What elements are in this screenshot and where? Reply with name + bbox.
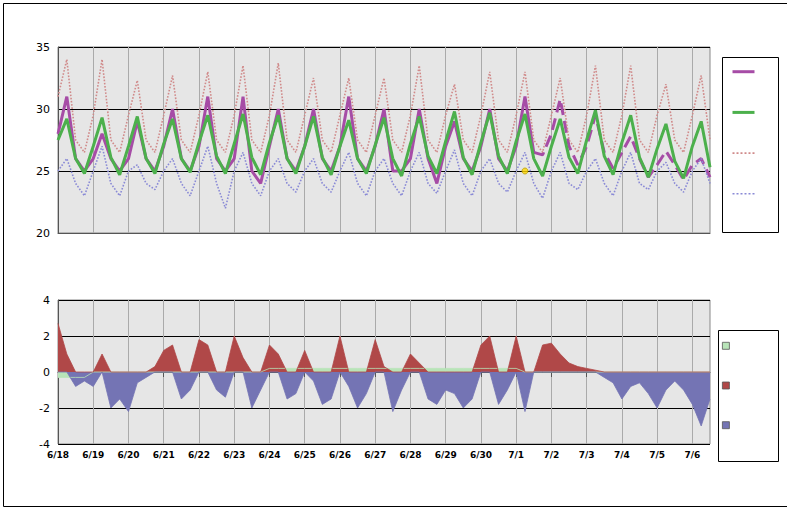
svg-text:7/2: 7/2 xyxy=(543,450,559,460)
svg-text:6/22: 6/22 xyxy=(188,450,210,460)
svg-text:-4: -4 xyxy=(39,437,50,451)
svg-text:7/5: 7/5 xyxy=(649,450,665,460)
svg-text:0: 0 xyxy=(43,366,50,379)
svg-text:6/30: 6/30 xyxy=(470,450,492,460)
svg-text:6/21: 6/21 xyxy=(153,450,175,460)
svg-text:6/19: 6/19 xyxy=(82,450,104,460)
svg-text:7/6: 7/6 xyxy=(684,450,700,460)
svg-text:20: 20 xyxy=(36,227,50,240)
svg-text:30: 30 xyxy=(36,103,50,116)
svg-text:6/20: 6/20 xyxy=(117,450,139,460)
svg-text:4: 4 xyxy=(43,294,50,307)
svg-text:35: 35 xyxy=(36,41,50,54)
svg-text:6/26: 6/26 xyxy=(329,450,351,460)
svg-text:-2: -2 xyxy=(39,402,50,415)
svg-text:2: 2 xyxy=(43,330,50,343)
svg-text:25: 25 xyxy=(36,165,50,178)
svg-text:7/3: 7/3 xyxy=(579,450,595,460)
svg-text:6/27: 6/27 xyxy=(364,450,386,460)
svg-text:6/25: 6/25 xyxy=(294,450,316,460)
svg-text:6/18: 6/18 xyxy=(47,450,69,460)
svg-text:7/4: 7/4 xyxy=(614,450,630,460)
svg-text:7/1: 7/1 xyxy=(508,450,524,460)
svg-text:6/29: 6/29 xyxy=(435,450,457,460)
svg-text:6/28: 6/28 xyxy=(399,450,421,460)
svg-text:6/23: 6/23 xyxy=(223,450,245,460)
svg-text:6/24: 6/24 xyxy=(258,450,280,460)
